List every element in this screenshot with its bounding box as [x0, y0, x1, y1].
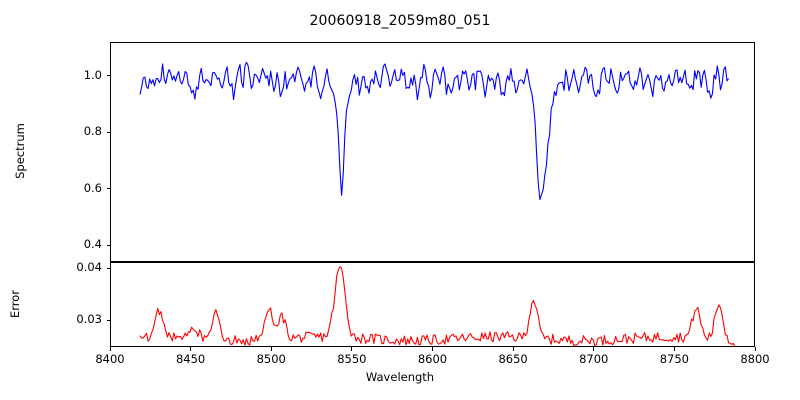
- spectrum-y-axis-label: Spectrum: [13, 123, 27, 179]
- error-y-0.03-tick: [106, 319, 110, 321]
- spectrum-y-1.0-tick-label: 1.0: [83, 67, 102, 82]
- spectrum-y-0.6-tick-label: 0.6: [83, 180, 102, 195]
- x-8750-tick-label: 8750: [659, 352, 690, 366]
- spectrum-trace: [139, 61, 730, 201]
- x-8500-tick: [270, 347, 272, 351]
- x-8800-tick: [754, 347, 756, 351]
- spectrum-y-1.0-tick: [106, 75, 110, 77]
- error-y-0.04-tick-label: 0.04: [76, 260, 102, 275]
- x-8650-tick-label: 8650: [498, 352, 528, 366]
- spectrum-y-0.6-tick: [106, 188, 110, 190]
- error-y-0.04-tick: [106, 267, 110, 269]
- x-8500-tick-label: 8500: [256, 352, 286, 366]
- spectrum-y-0.8-tick: [106, 131, 110, 133]
- chart-title: 20060918_2059m80_051: [309, 13, 491, 29]
- error-y-axis-label: Error: [8, 289, 22, 319]
- x-8700-tick: [593, 347, 595, 351]
- x-8700-tick-label: 8700: [579, 352, 609, 366]
- x-8800-tick-label: 8800: [740, 352, 770, 366]
- x-8550-tick-label: 8550: [337, 352, 367, 366]
- x-8450-tick-label: 8450: [175, 352, 206, 366]
- spectrum-y-0.8-tick-label: 0.8: [83, 124, 102, 139]
- x-8600-tick: [432, 347, 434, 351]
- error-trace: [139, 266, 737, 346]
- x-8650-tick: [512, 347, 514, 351]
- error-axes: [110, 262, 755, 347]
- spectrum-axes: [110, 42, 755, 262]
- x-8450-tick: [190, 347, 192, 351]
- x-8550-tick: [351, 347, 353, 351]
- x-8400-tick: [109, 347, 111, 351]
- spectrum-y-0.4-tick-label: 0.4: [83, 237, 102, 252]
- error-y-0.03-tick-label: 0.03: [76, 312, 102, 327]
- x-axis-label: Wavelength: [365, 370, 435, 384]
- x-8750-tick: [673, 347, 675, 351]
- x-8400-tick-label: 8400: [95, 352, 125, 366]
- error-line-plot: [139, 266, 737, 346]
- x-8600-tick-label: 8600: [417, 352, 448, 366]
- spectrum-y-0.4-tick: [106, 244, 110, 246]
- spectrum-line-plot: [139, 61, 730, 201]
